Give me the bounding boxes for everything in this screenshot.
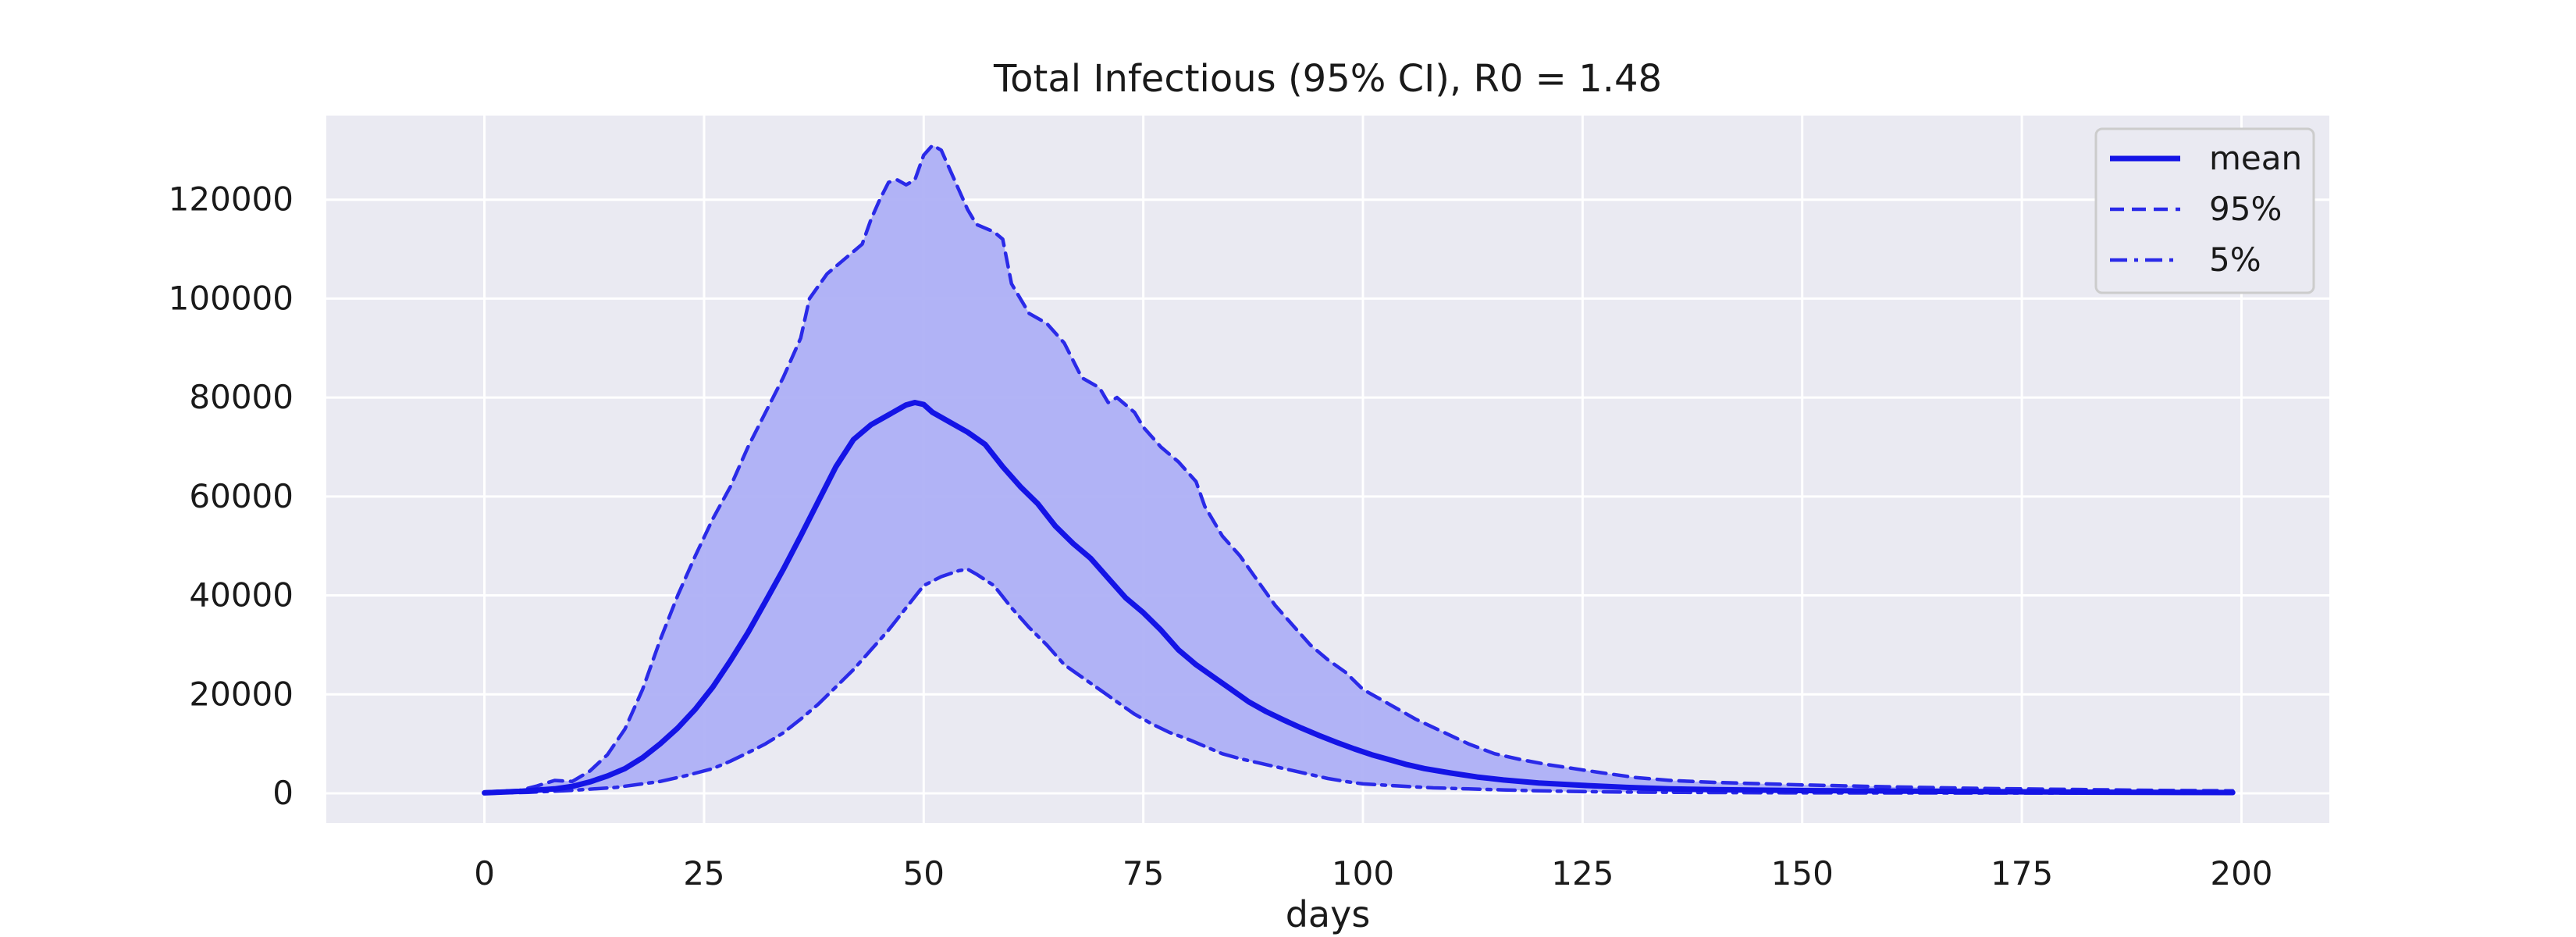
chart-title: Total Infectious (95% CI), R0 = 1.48: [993, 57, 1662, 101]
y-tick-label: 40000: [189, 576, 294, 615]
legend-label: 95%: [2209, 190, 2282, 228]
legend-label: 5%: [2209, 240, 2261, 279]
x-tick-label: 200: [2210, 854, 2272, 892]
y-tick-label: 120000: [169, 180, 294, 219]
x-tick-label: 50: [903, 854, 945, 892]
legend-label: mean: [2209, 139, 2302, 177]
y-tick-label: 60000: [189, 477, 294, 515]
y-tick-label: 100000: [169, 279, 294, 317]
x-tick-label: 0: [474, 854, 495, 892]
x-tick-label: 100: [1332, 854, 1394, 892]
series-lines: [482, 143, 2236, 796]
x-tick-label: 25: [683, 854, 724, 892]
legend-box: [2094, 127, 2315, 294]
y-tick-label: 0: [272, 774, 294, 812]
series-line-95pct: [482, 143, 2235, 794]
legend: mean 95% 5%: [2094, 127, 2315, 294]
ci-band: [484, 145, 2233, 793]
y-tick-label: 80000: [189, 378, 294, 416]
x-tick-label: 150: [1771, 854, 1834, 892]
y-tick-label: 20000: [189, 675, 294, 713]
x-tick-labels: 0 25 50 75 100 125 150 175 200: [474, 854, 2272, 892]
series-line-5pct: [482, 567, 2235, 796]
y-tick-labels: 0 20000 40000 60000 80000 100000 120000: [169, 180, 294, 812]
x-tick-label: 125: [1551, 854, 1614, 892]
series-line-mean: [482, 400, 2236, 796]
x-tick-label: 175: [1991, 854, 2053, 892]
x-tick-label: 75: [1123, 854, 1164, 892]
x-axis-label: days: [1286, 893, 1371, 935]
